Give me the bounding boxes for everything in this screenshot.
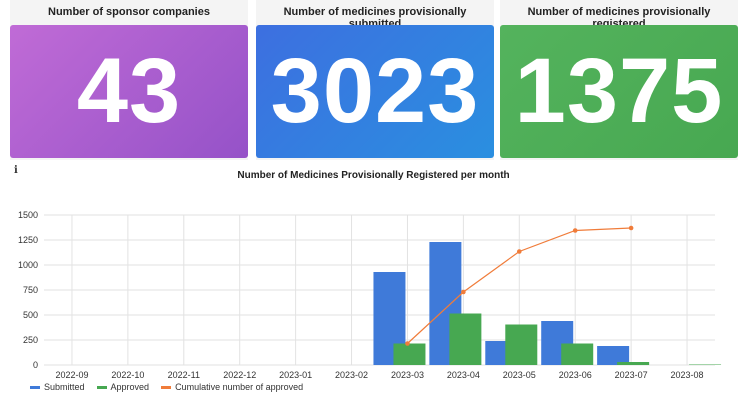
y-tick-label: 500 [23,310,38,320]
legend-swatch [161,385,172,389]
bar-approved [561,343,594,365]
x-tick-label: 2022-09 [55,370,88,380]
legend-item-submitted[interactable]: Submitted [30,382,85,392]
legend-swatch [30,385,40,389]
x-tick-label: 2023-01 [279,370,312,380]
bar-approved [449,313,482,365]
x-tick-label: 2023-06 [559,370,592,380]
bar-approved [689,364,722,365]
bar-chart: 0 250 500 750 1000 1250 1500 2022-09 2022-10 2022… [18,210,722,380]
y-tick-label: 250 [23,335,38,345]
y-tick-label: 0 [33,360,38,370]
x-tick-label: 2023-02 [335,370,368,380]
point-cumulative-approved [572,228,578,233]
kpi-value: 1375 [500,25,738,158]
y-tick-label: 1000 [18,260,38,270]
bar-submitted [597,346,630,365]
point-cumulative-approved [405,341,410,346]
bar-approved [393,343,426,365]
kpi-value: 43 [10,25,248,158]
legend-item-approved[interactable]: Approved [96,382,150,392]
y-tick-label: 1500 [18,210,38,220]
legend-label: Approved [110,382,150,392]
x-tick-label: 2023-08 [671,370,704,380]
x-tick-label: 2022-10 [111,370,144,380]
legend-swatch [96,385,107,389]
bar-approved [617,362,650,365]
x-tick-label: 2023-03 [391,370,424,380]
x-tick-label: 2023-04 [447,370,480,380]
legend-item-cumulative[interactable]: Cumulative number of approved [161,382,303,392]
kpi-medicines-registered: Number of medicines provisionally regist… [500,0,738,160]
x-tick-label: 2022-12 [223,370,256,380]
x-tick-label: 2023-07 [615,370,648,380]
point-cumulative-approved [628,225,634,231]
chart-legend: Submitted Approved Cumulative number of … [30,382,303,392]
bar-approved [505,324,538,365]
y-tick-label: 750 [23,285,38,295]
legend-label: Cumulative number of approved [175,382,304,392]
kpi-medicines-submitted: Number of medicines provisionally submit… [256,0,494,160]
point-cumulative-approved [461,289,466,295]
kpi-sponsor-companies: Number of sponsor companies 43 [10,0,248,160]
y-tick-label: 1250 [18,235,38,245]
x-tick-label: 2023-05 [503,370,536,380]
info-icon[interactable]: i [14,165,18,176]
legend-label: Submitted [44,382,85,392]
kpi-title: Number of sponsor companies [48,6,210,18]
chart-title: Number of Medicines Provisionally Regist… [237,170,510,181]
x-tick-label: 2022-11 [168,370,200,380]
point-cumulative-approved [516,249,522,254]
kpi-value: 3023 [256,25,494,158]
